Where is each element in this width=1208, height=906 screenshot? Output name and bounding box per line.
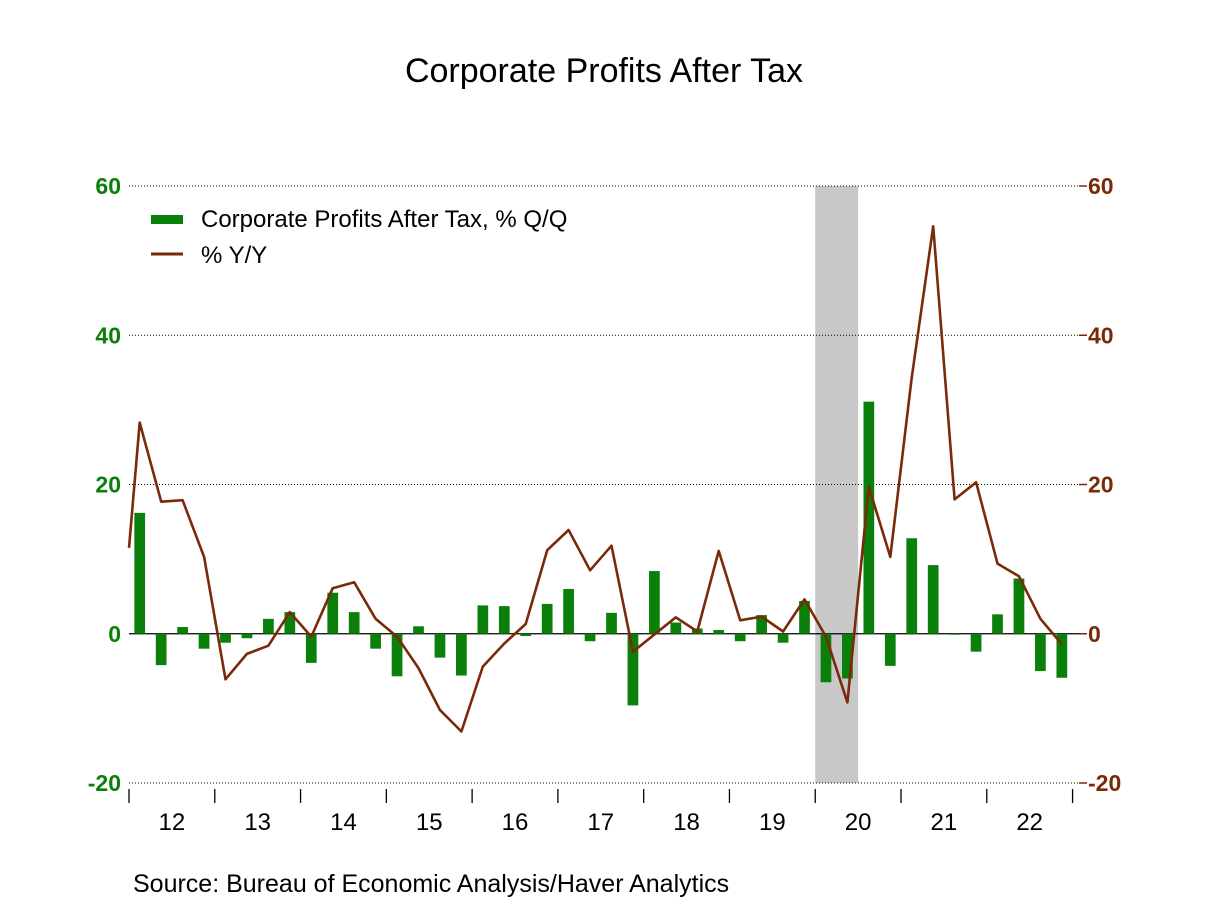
qq-bar	[927, 565, 939, 634]
qq-bar	[777, 633, 789, 643]
xtick-label: 18	[673, 809, 700, 836]
qq-bar	[1056, 633, 1068, 678]
xtick-label: 16	[502, 809, 529, 836]
qq-bar	[734, 633, 746, 642]
qq-bar	[820, 633, 832, 683]
line-layer	[127, 225, 1063, 733]
recession-layer	[815, 186, 859, 783]
legend-bar-label: Corporate Profits After Tax, % Q/Q	[201, 206, 567, 233]
qq-bar	[241, 633, 253, 639]
qq-bar	[198, 633, 210, 649]
qq-bar	[284, 612, 296, 634]
qq-bar	[563, 588, 574, 634]
qq-bar	[670, 622, 682, 634]
qq-bar	[370, 633, 381, 649]
axis-layer: -20 0 20 40 60 -20 0 20 40 60 12 13 14 15 16 17 18 19 20 21…	[88, 173, 1122, 836]
qq-bar	[456, 633, 467, 676]
qq-bar	[348, 612, 360, 634]
ytick-right-label: -20	[1088, 770, 1121, 796]
qq-bar	[391, 633, 403, 677]
recession-shade	[815, 186, 859, 783]
qq-bar	[884, 633, 896, 666]
source-note: Source: Bureau of Economic Analysis/Have…	[133, 870, 730, 898]
qq-bar	[713, 630, 725, 634]
bars-layer	[134, 401, 1068, 706]
qq-bar	[649, 571, 660, 634]
xtick-label: 21	[931, 809, 958, 836]
qq-bar	[949, 633, 960, 635]
qq-bar	[863, 401, 875, 634]
xtick-label: 15	[416, 809, 443, 836]
qq-bar	[1035, 633, 1046, 672]
qq-bar	[584, 633, 596, 642]
qq-bar	[413, 626, 424, 634]
xtick-label: 20	[845, 809, 872, 836]
qq-bar	[970, 633, 982, 652]
ytick-left-label: -20	[88, 770, 121, 796]
qq-bar	[327, 592, 339, 634]
qq-bar	[155, 633, 167, 666]
qq-bar	[477, 605, 489, 634]
qq-bar	[1013, 578, 1025, 634]
qq-bar	[305, 633, 317, 663]
qq-bar	[177, 627, 188, 634]
ytick-left-label: 60	[95, 173, 121, 199]
legend-bar-swatch	[151, 215, 183, 224]
xtick-label: 14	[330, 809, 357, 836]
xtick-label: 13	[244, 809, 271, 836]
qq-bar	[263, 618, 274, 634]
ytick-right-label: 40	[1088, 322, 1114, 348]
xtick-label: 17	[587, 809, 614, 836]
ytick-left-label: 40	[95, 322, 121, 348]
ytick-right-label: 0	[1088, 621, 1101, 647]
ytick-left-label: 20	[95, 472, 121, 498]
qq-bar	[134, 512, 146, 634]
legend: Corporate Profits After Tax, % Q/Q % Y/Y	[151, 206, 567, 269]
chart-title: Corporate Profits After Tax	[404, 52, 804, 90]
qq-bar	[992, 614, 1003, 634]
qq-bar	[842, 633, 853, 679]
ytick-right-label: 60	[1088, 173, 1114, 199]
qq-bar	[906, 538, 918, 634]
xtick-label: 19	[759, 809, 786, 836]
qq-bar	[220, 633, 231, 643]
legend-line-label: % Y/Y	[201, 242, 267, 269]
qq-bar	[756, 615, 767, 634]
qq-bar	[541, 603, 553, 634]
xtick-label: 22	[1016, 809, 1043, 836]
qq-bar	[520, 633, 532, 636]
qq-bar	[799, 600, 810, 634]
qq-bar	[606, 612, 617, 634]
ytick-right-label: 20	[1088, 472, 1114, 498]
qq-bar	[627, 633, 639, 706]
qq-bar	[434, 633, 446, 658]
xtick-label: 12	[159, 809, 186, 836]
qq-bar	[498, 606, 510, 634]
yy-line	[127, 225, 1063, 733]
ytick-left-label: 0	[108, 621, 121, 647]
